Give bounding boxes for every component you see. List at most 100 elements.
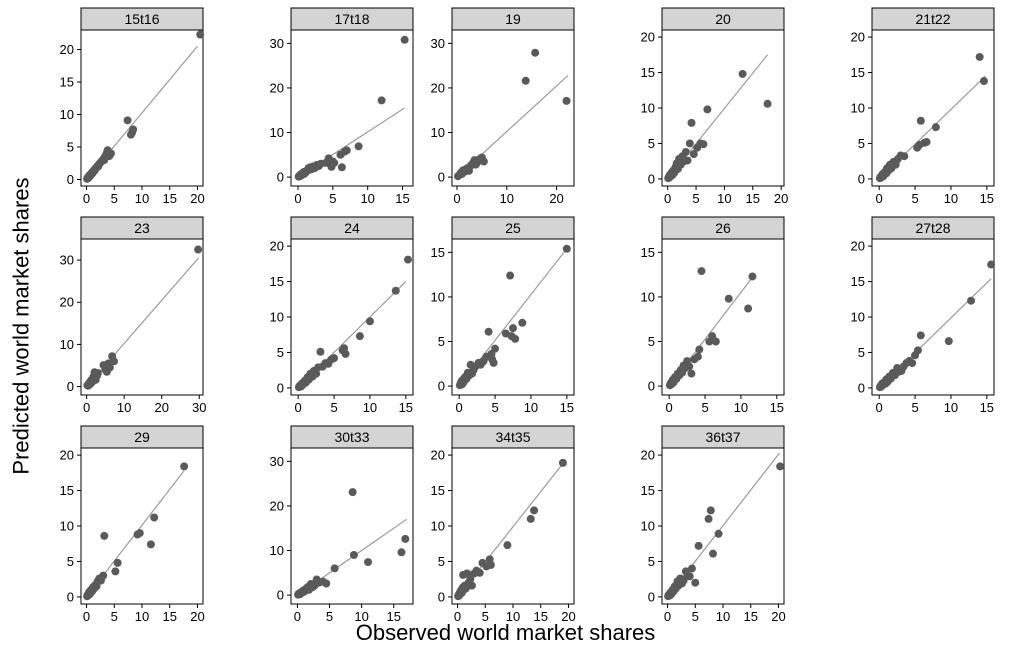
data-point xyxy=(908,359,917,368)
x-tick-label: 0 xyxy=(83,400,90,415)
y-tick-label: 10 xyxy=(60,519,74,534)
x-tick-label: 20 xyxy=(190,609,204,624)
data-point xyxy=(312,369,321,378)
y-tick-label: 15 xyxy=(641,65,655,80)
data-point xyxy=(484,327,493,336)
y-tick-label: 5 xyxy=(858,136,865,151)
y-tick-label: 5 xyxy=(858,345,865,360)
y-tick-label: 10 xyxy=(641,289,655,304)
x-tick-label: 15 xyxy=(560,400,574,415)
data-point xyxy=(693,352,702,361)
x-tick-label: 5 xyxy=(692,609,699,624)
panel-15t16: 15t16 0 5 10 15 20 0 5 10 15 20 xyxy=(60,7,205,206)
data-point xyxy=(931,123,940,132)
panel-title: 25 xyxy=(505,220,521,236)
data-point xyxy=(697,267,706,276)
x-tick-label: 0 xyxy=(295,400,302,415)
y-tick-label: 0 xyxy=(67,589,74,604)
y-tick-label: 0 xyxy=(438,170,445,185)
y-tick-label: 10 xyxy=(851,310,865,325)
x-tick-label: 20 xyxy=(774,191,788,206)
x-tick-label: 10 xyxy=(354,609,368,624)
panel-title: 36t37 xyxy=(705,429,740,445)
data-point xyxy=(706,506,715,515)
data-point xyxy=(511,334,520,343)
y-tick-label: 0 xyxy=(277,380,284,395)
panel-title: 29 xyxy=(134,429,150,445)
y-tick-label: 15 xyxy=(431,245,445,260)
data-point xyxy=(150,513,159,522)
y-tick-label: 10 xyxy=(431,289,445,304)
y-tick-label: 20 xyxy=(851,239,865,254)
data-point xyxy=(503,541,512,550)
data-point xyxy=(365,317,374,326)
y-tick-label: 10 xyxy=(270,543,284,558)
panel-25: 25 0 5 10 15 0 5 10 15 xyxy=(431,216,575,415)
panel-30t33: 30t33 0 5 10 15 0 10 20 30 xyxy=(270,425,414,624)
panel-title: 26 xyxy=(715,220,731,236)
data-point xyxy=(364,558,373,567)
y-tick-label: 0 xyxy=(858,171,865,186)
panel-title: 27t28 xyxy=(915,220,950,236)
x-tick-label: 10 xyxy=(500,191,514,206)
data-point xyxy=(709,549,718,558)
y-tick-label: 0 xyxy=(277,170,284,185)
x-tick-label: 0 xyxy=(294,191,301,206)
data-point xyxy=(99,571,108,580)
data-point xyxy=(703,105,712,114)
y-tick-label: 10 xyxy=(60,107,74,122)
x-tick-label: 20 xyxy=(771,609,785,624)
data-point xyxy=(521,76,530,85)
x-tick-label: 20 xyxy=(154,400,168,415)
x-tick-label: 15 xyxy=(162,609,176,624)
plot-area xyxy=(290,447,414,605)
x-tick-label: 20 xyxy=(549,191,563,206)
y-tick-label: 20 xyxy=(431,80,445,95)
data-point xyxy=(349,550,358,559)
y-tick-label: 20 xyxy=(60,295,74,310)
data-point xyxy=(330,354,339,363)
panel-29: 29 0 5 10 15 20 0 5 10 15 20 xyxy=(60,425,205,624)
x-tick-label: 15 xyxy=(746,191,760,206)
data-point xyxy=(106,149,115,158)
x-tick-label: 5 xyxy=(330,400,337,415)
y-tick-label: 10 xyxy=(851,101,865,116)
x-tick-label: 20 xyxy=(561,609,575,624)
data-point xyxy=(316,347,325,356)
y-tick-label: 5 xyxy=(438,334,445,349)
data-point xyxy=(403,255,412,264)
data-point xyxy=(354,142,363,151)
y-tick-label: 10 xyxy=(60,337,74,352)
panel-26: 26 0 5 10 15 0 5 10 15 xyxy=(641,216,785,415)
x-tick-label: 15 xyxy=(770,400,784,415)
data-point xyxy=(900,152,909,161)
data-point xyxy=(348,488,357,497)
x-tick-label: 0 xyxy=(83,191,90,206)
x-tick-label: 15 xyxy=(533,609,547,624)
x-tick-label: 5 xyxy=(701,400,708,415)
x-tick-label: 0 xyxy=(456,400,463,415)
data-point xyxy=(979,77,988,86)
x-tick-label: 5 xyxy=(326,609,333,624)
data-point xyxy=(944,337,953,346)
panel-title: 24 xyxy=(344,220,360,236)
x-tick-label: 5 xyxy=(491,400,498,415)
data-point xyxy=(776,462,785,471)
data-point xyxy=(194,245,203,254)
panel-17t18: 17t18 0 5 10 15 0 10 20 30 xyxy=(270,7,414,206)
data-point xyxy=(110,357,119,366)
data-point xyxy=(146,540,155,549)
data-point xyxy=(105,363,114,372)
data-point xyxy=(689,150,698,159)
y-tick-label: 30 xyxy=(60,253,74,268)
x-tick-label: 10 xyxy=(135,191,149,206)
y-tick-label: 5 xyxy=(648,136,655,151)
y-tick-label: 15 xyxy=(851,274,865,289)
data-point xyxy=(330,158,339,167)
x-axis-label: Observed world market shares xyxy=(355,620,656,645)
data-point xyxy=(129,125,138,134)
panel-24: 24 0 5 10 15 0 5 10 15 20 xyxy=(270,216,414,415)
data-point xyxy=(135,529,144,538)
x-tick-label: 10 xyxy=(524,400,538,415)
